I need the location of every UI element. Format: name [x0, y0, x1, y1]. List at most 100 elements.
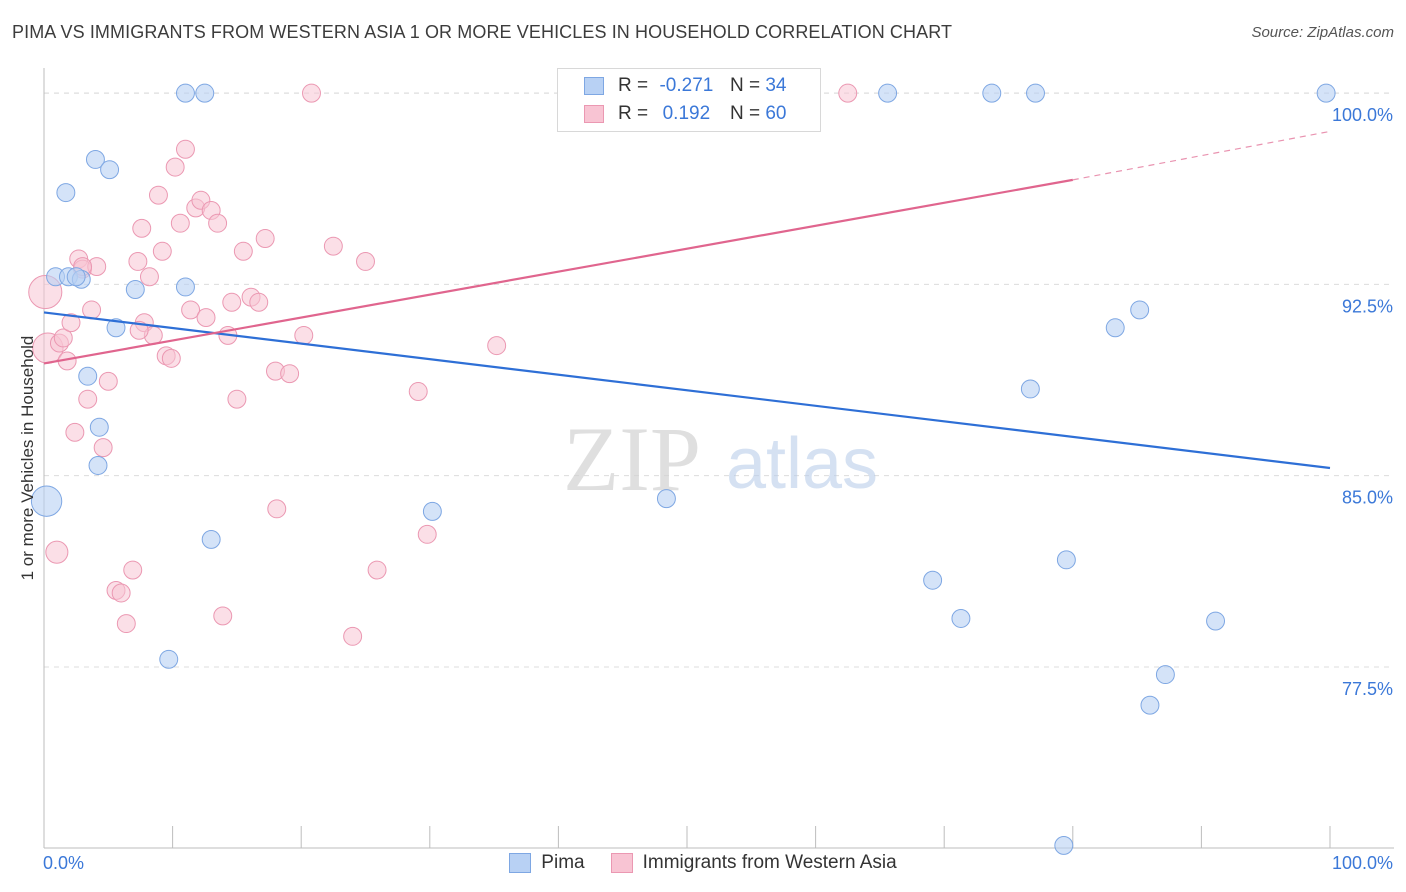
point-pima	[422, 501, 442, 521]
point-pima	[88, 456, 108, 475]
point-western-asia	[233, 241, 253, 261]
point-western-asia	[152, 241, 172, 261]
point-western-asia	[170, 213, 190, 233]
y-tick-label: 85.0%	[1342, 488, 1393, 508]
legend-r-value: -0.271	[659, 75, 714, 96]
point-western-asia	[249, 292, 269, 312]
point-western-asia	[45, 540, 69, 564]
point-western-asia	[356, 251, 375, 271]
point-western-asia	[116, 614, 136, 634]
point-western-asia	[53, 328, 73, 348]
point-pima	[125, 280, 145, 299]
point-western-asia	[838, 83, 858, 103]
point-western-asia	[123, 560, 143, 580]
watermark-atlas: atlas	[726, 424, 878, 504]
point-western-asia	[367, 560, 387, 580]
bottom-legend: Pima Immigrants from Western Asia	[0, 852, 1406, 874]
chart-title: PIMA VS IMMIGRANTS FROM WESTERN ASIA 1 O…	[12, 22, 953, 42]
point-pima	[951, 609, 971, 628]
watermark: ZIP atlas	[563, 408, 878, 510]
point-pima	[1155, 665, 1175, 685]
legend-item-western-asia: Immigrants from Western Asia	[610, 852, 897, 874]
point-pima	[1054, 835, 1074, 855]
point-western-asia	[280, 364, 300, 384]
point-western-asia	[487, 336, 507, 356]
x-tick-label: 0.0%	[43, 853, 84, 873]
legend-n-value: 34	[765, 75, 787, 96]
point-pima	[982, 83, 1002, 103]
point-western-asia	[128, 251, 148, 271]
trendline-pima	[43, 311, 1331, 470]
western-asia-swatch	[584, 105, 604, 123]
trendline-western-asia	[43, 178, 1073, 365]
y-tick-label: 77.5%	[1342, 679, 1393, 699]
point-western-asia	[98, 371, 118, 391]
legend-n-label: N =	[729, 75, 761, 96]
point-western-asia	[175, 139, 195, 159]
point-western-asia	[222, 292, 242, 312]
point-pima	[175, 277, 195, 297]
axes	[43, 68, 1394, 849]
point-pima	[1026, 83, 1045, 103]
point-western-asia	[302, 83, 321, 103]
legend-n-value: 60	[765, 103, 787, 124]
point-pima	[923, 570, 943, 590]
y-axis-label: 1 or more Vehicles in Household	[18, 335, 37, 581]
point-pima	[1316, 83, 1336, 103]
legend-row-pima: R = -0.271 N = 34	[584, 72, 786, 100]
point-pima	[1206, 611, 1226, 631]
trendline-western-asia-extension	[1072, 130, 1331, 181]
point-pima	[175, 83, 195, 103]
series-pima	[30, 83, 1336, 855]
point-pima	[195, 83, 215, 103]
point-western-asia	[129, 320, 149, 340]
legend-r-label: R =	[618, 75, 649, 96]
point-pima	[56, 183, 76, 203]
point-western-asia	[65, 422, 85, 442]
x-tick-label: 100.0%	[1332, 853, 1393, 873]
point-western-asia	[267, 499, 287, 519]
watermark-zip: ZIP	[563, 408, 701, 510]
point-western-asia	[148, 185, 168, 205]
y-tick-label: 100.0%	[1332, 105, 1393, 125]
point-western-asia	[294, 325, 314, 345]
point-pima	[89, 417, 109, 437]
point-western-asia	[255, 229, 275, 248]
point-pima	[1105, 318, 1125, 338]
tick-labels: 77.5% 85.0% 92.5% 100.0% 0.0% 100.0%	[43, 105, 1393, 873]
point-pima	[66, 267, 86, 287]
source-label: Source: ZipAtlas.com	[1251, 24, 1394, 41]
grid-lines	[44, 92, 1394, 668]
point-pima	[159, 649, 179, 669]
point-western-asia	[417, 524, 437, 544]
point-western-asia	[408, 382, 428, 401]
point-pima	[201, 529, 221, 549]
point-western-asia	[111, 583, 131, 603]
point-western-asia	[165, 157, 185, 177]
point-western-asia	[82, 300, 102, 320]
pima-swatch	[509, 853, 532, 873]
pima-swatch	[584, 77, 604, 95]
legend-item-pima: Pima	[509, 852, 585, 874]
point-pima	[30, 485, 63, 517]
point-western-asia	[213, 606, 233, 626]
point-western-asia	[181, 300, 201, 320]
point-western-asia	[93, 438, 113, 458]
legend-r-label: R =	[618, 103, 649, 124]
point-western-asia	[227, 389, 247, 409]
point-western-asia	[343, 626, 363, 646]
trend-lines	[43, 130, 1331, 470]
point-western-asia	[208, 213, 228, 233]
point-pima	[1056, 550, 1076, 570]
point-western-asia	[161, 348, 181, 368]
legend-label-pima: Pima	[541, 852, 585, 873]
legend-label-western-asia: Immigrants from Western Asia	[642, 852, 897, 873]
point-pima	[1130, 300, 1150, 320]
legend-n-label: N =	[729, 103, 761, 124]
point-western-asia	[139, 267, 159, 287]
series-western-asia	[28, 83, 858, 646]
point-pima	[1020, 379, 1040, 399]
legend-r-value: 0.192	[662, 103, 711, 124]
point-pima	[878, 83, 898, 103]
